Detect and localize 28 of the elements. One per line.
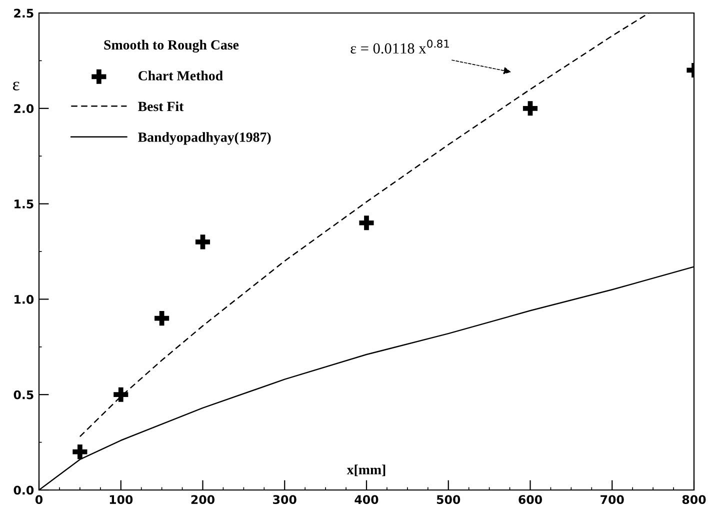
point [195,234,210,250]
y-tick-label: 2.0 [14,104,34,114]
legend-label: Bandyopadhyay(1987) [138,132,271,145]
x-tick-label: 300 [273,495,296,504]
x-tick-label: 0 [35,495,43,504]
legend-label: Chart Method [138,70,223,80]
y-tick-label: 1.5 [14,200,34,208]
y-axis-title: ε [12,82,20,90]
x-tick-label: 800 [682,495,706,504]
point [72,444,88,460]
annotation: ε = 0.0118 x$^{0.81}$ [350,40,449,54]
legend-title: Smooth to Rough Case [104,40,239,53]
x-tick-label: 500 [436,495,460,504]
point [359,216,374,230]
y-tick-label: 2.5 [14,8,34,18]
y-tick-label: 0.5 [14,390,34,400]
y-tick-label: 0.0 [14,486,34,495]
x-tick-label: 100 [110,495,133,504]
point [154,310,170,326]
y-tick-label: 1.0 [14,294,34,304]
point [522,101,538,116]
x-tick-label: 600 [518,495,542,504]
x-tick-label: 200 [191,495,215,504]
point [114,387,128,402]
legend-label: Best Fit [138,101,184,112]
x-tick-label: 400 [354,495,378,504]
x-axis-title: x[mm] [346,464,386,476]
x-tick-label: 700 [600,495,624,504]
